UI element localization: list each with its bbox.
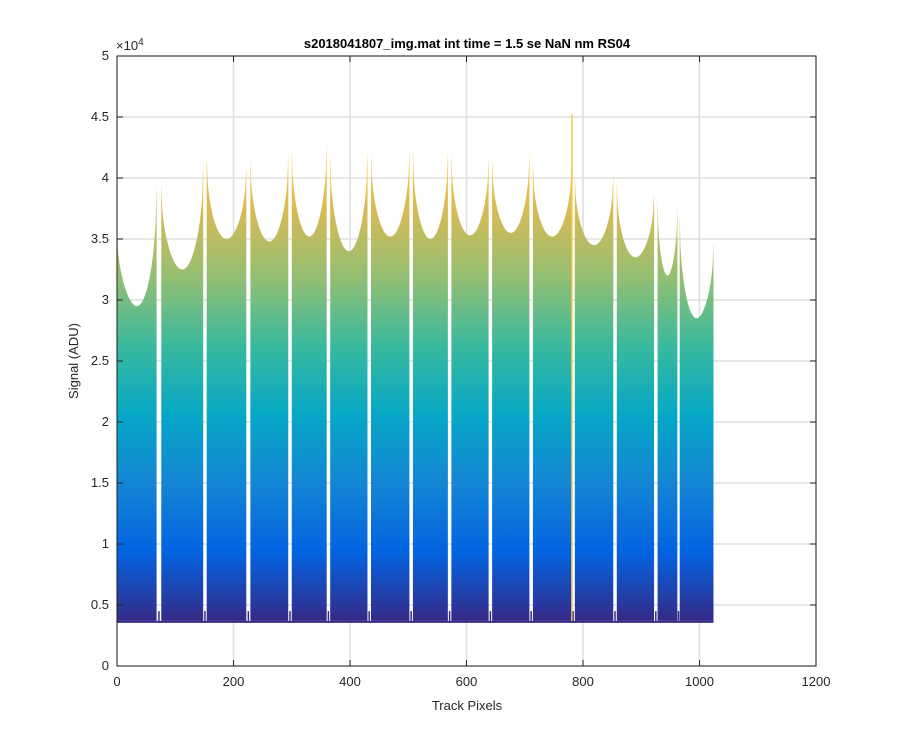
y-tick-label: 1 — [102, 536, 109, 551]
x-tick-label: 600 — [456, 674, 478, 689]
x-tick-label: 400 — [339, 674, 361, 689]
x-tick-label: 1000 — [685, 674, 714, 689]
axis-ticks — [116, 55, 817, 667]
y-tick-label: 2 — [102, 414, 109, 429]
y-tick-label: 4 — [102, 170, 109, 185]
tick-labels: 0 200 400 600 800 1000 1200 0 0.5 1 1.5 2 2.5 3 3.5 4 4.… — [91, 48, 831, 689]
y-axis-label: Signal (ADU) — [66, 323, 81, 399]
signal-segment-13 — [616, 181, 655, 621]
y-tick-label: 2.5 — [91, 353, 109, 368]
x-axis-label: Track Pixels — [432, 698, 503, 713]
signal-segment-7 — [370, 148, 410, 621]
y-tick-label: 4.5 — [91, 109, 109, 124]
y-exponent-label: ×104 — [116, 37, 144, 53]
y-exponent-power: 4 — [138, 37, 144, 48]
signal-segment-1 — [117, 184, 157, 621]
signal-segment-8 — [412, 149, 448, 621]
x-tick-label: 200 — [223, 674, 245, 689]
x-tick-label: 1200 — [802, 674, 831, 689]
y-tick-label: 0.5 — [91, 597, 109, 612]
baseline-band — [117, 620, 714, 623]
signal-segment-12 — [574, 174, 614, 621]
signal-segment-2 — [161, 163, 204, 621]
signal-area — [117, 114, 714, 623]
signal-segment-3 — [206, 156, 247, 621]
x-tick-label: 0 — [113, 674, 120, 689]
signal-segment-9 — [451, 153, 489, 621]
signal-segment-5 — [291, 141, 327, 621]
signal-segment-6 — [330, 149, 368, 621]
y-tick-label: 3 — [102, 292, 109, 307]
signal-segment-15 — [679, 214, 714, 621]
chart-title: s2018041807_img.mat int time = 1.5 se Na… — [304, 36, 631, 51]
signal-segment-14 — [657, 196, 678, 621]
y-tick-label: 0 — [102, 658, 109, 673]
y-tick-label: 1.5 — [91, 475, 109, 490]
x-tick-label: 800 — [572, 674, 594, 689]
signal-segment-10 — [492, 151, 530, 621]
y-tick-label: 5 — [102, 48, 109, 63]
y-tick-label: 3.5 — [91, 231, 109, 246]
signal-segment-11 — [532, 163, 572, 621]
signal-segment-4 — [250, 153, 289, 621]
